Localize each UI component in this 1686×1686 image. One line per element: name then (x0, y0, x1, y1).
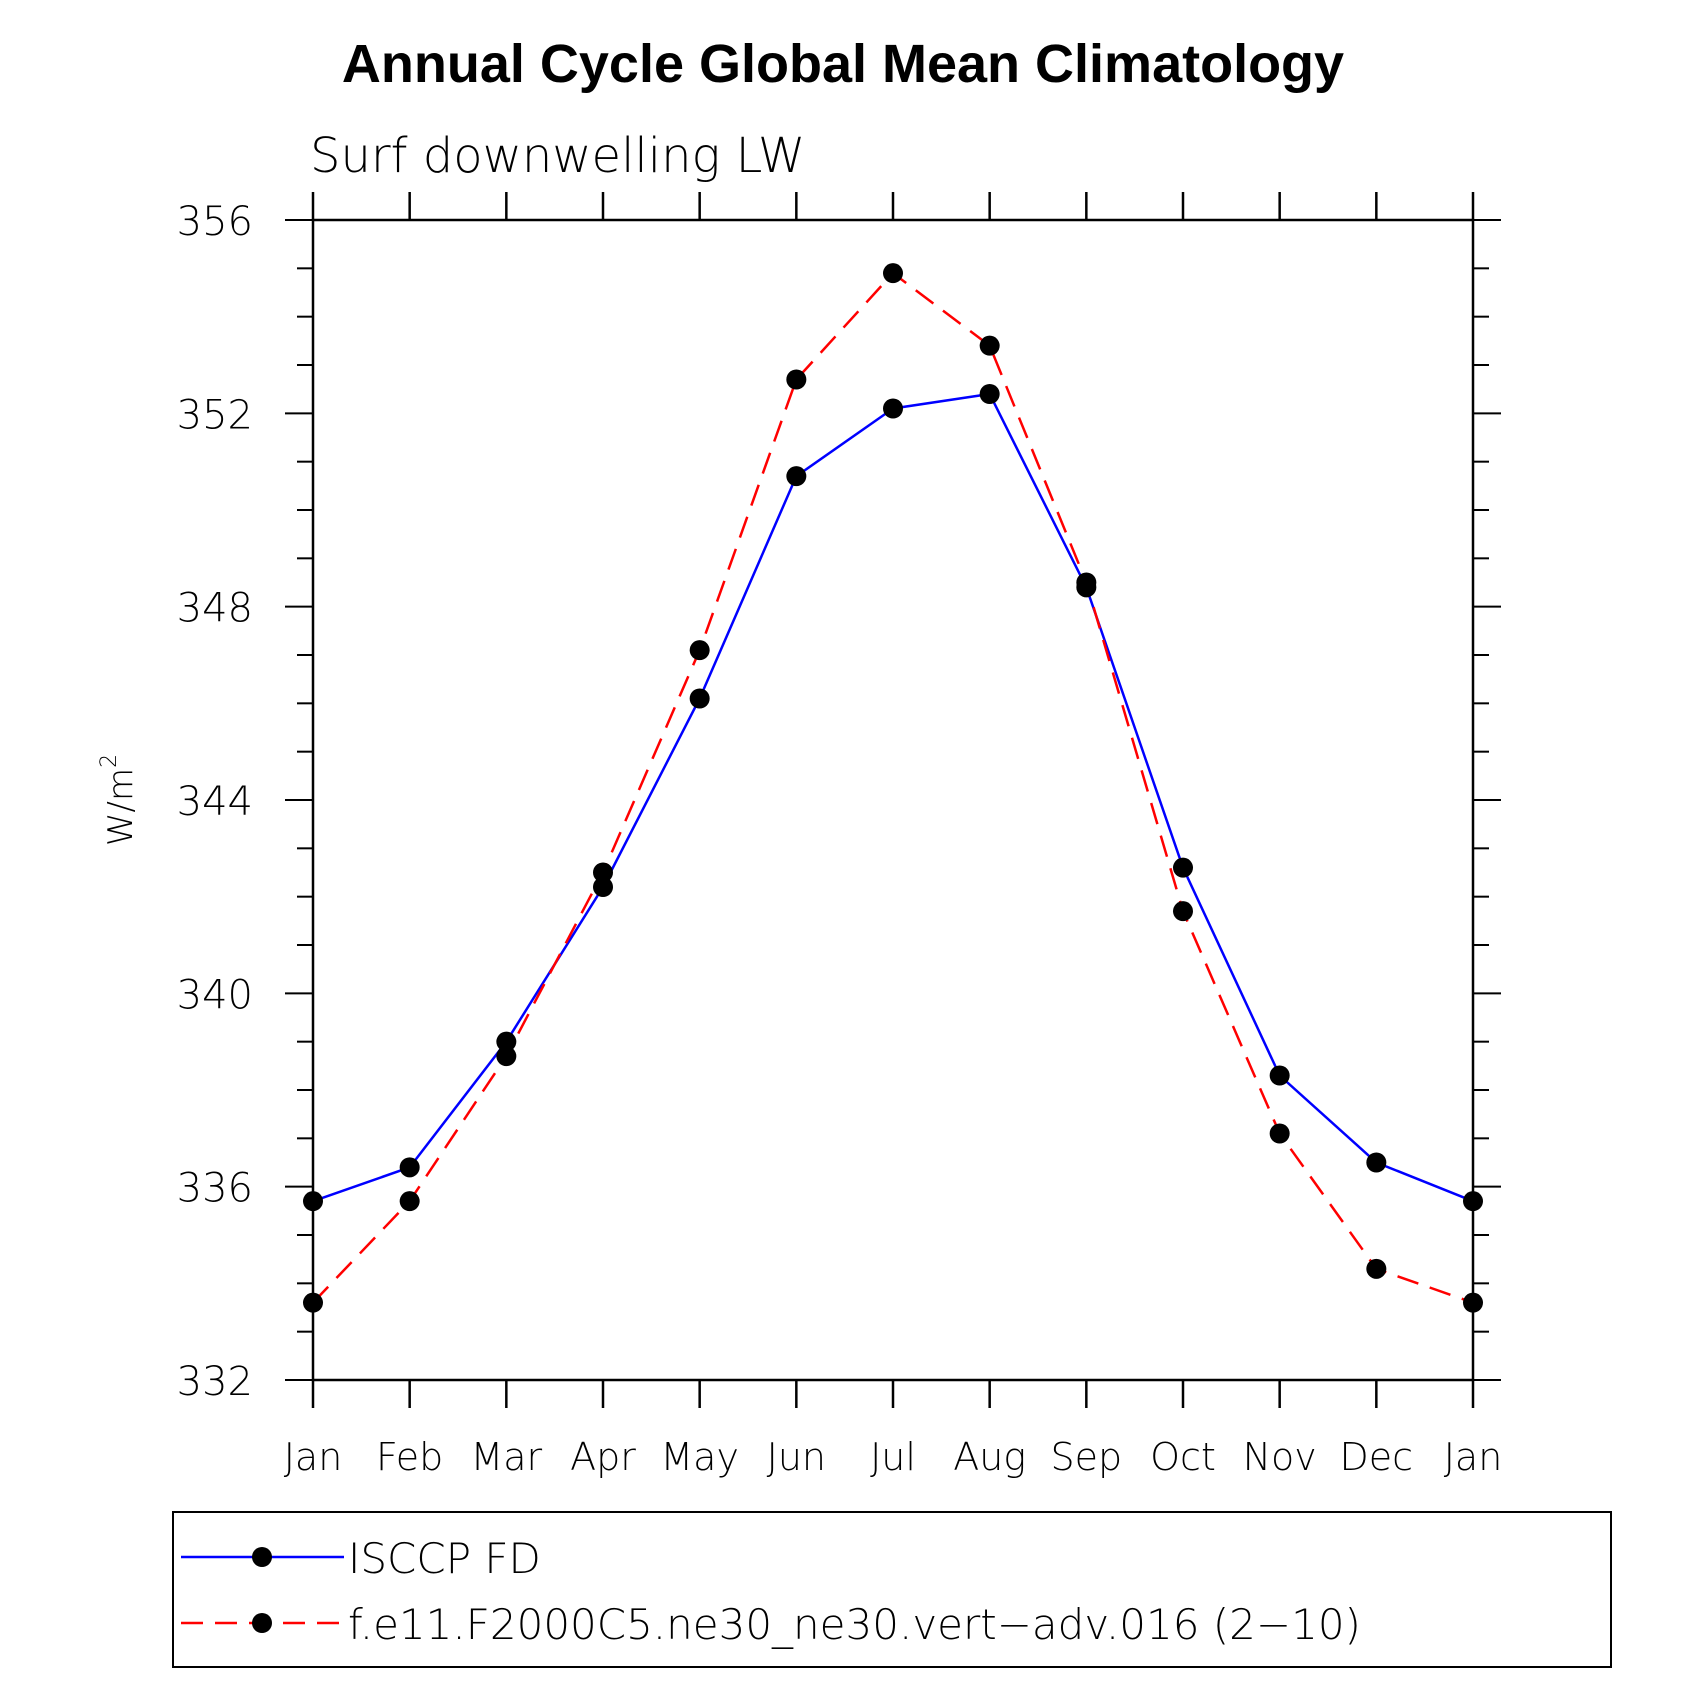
x-tick-label: May (660, 1435, 739, 1479)
y-tick-label: 336 (177, 1166, 253, 1212)
data-point-series-1 (496, 1046, 517, 1067)
chart-subtitle: Surf downwelling LW (310, 128, 805, 184)
series-lines (312, 271, 1474, 1304)
data-point-series-1 (593, 862, 613, 883)
chart-title: Annual Cycle Global Mean Climatology (342, 34, 1344, 94)
data-point-series-1 (1269, 1123, 1290, 1144)
data-point-series-1 (1366, 1258, 1387, 1279)
data-point-series-1 (883, 263, 903, 284)
svg-text:W/m2: W/m2 (97, 754, 141, 846)
series-line-0 (312, 392, 1474, 1203)
x-tick-label: Apr (570, 1435, 636, 1479)
y-tick-label: 344 (177, 779, 253, 825)
x-tick-label: Oct (1150, 1435, 1216, 1479)
data-point-series-0 (1173, 857, 1193, 878)
data-point-series-0 (399, 1157, 420, 1178)
y-axis-label-text: W/m (101, 768, 141, 846)
data-point-series-1 (1173, 901, 1193, 922)
data-point-series-0 (593, 877, 613, 897)
x-tick-label: Dec (1340, 1435, 1414, 1479)
x-tick-label: Mar (470, 1435, 542, 1479)
axes: Jan Feb Mar Apr May Jun Jul Aug Sep Oct Nov Dec Jan 3… (177, 192, 1503, 1479)
data-point-series-0 (883, 398, 903, 419)
legend: ISCCP FD f.e11.F2000C5.ne30_ne30.vert−adv… (172, 1511, 1612, 1668)
series-markers (303, 263, 1483, 1313)
y-axis-label-sup: 2 (97, 754, 122, 768)
data-point-series-0 (1463, 1191, 1483, 1212)
x-tick-label: Feb (376, 1435, 443, 1479)
data-point-series-0 (1366, 1152, 1387, 1173)
x-tick-label: Sep (1051, 1435, 1123, 1479)
data-point-series-0 (786, 466, 807, 487)
data-point-series-1 (689, 640, 710, 661)
legend-entries: ISCCP FD f.e11.F2000C5.ne30_ne30.vert−adv… (181, 1534, 1361, 1649)
plot-frame (311, 218, 1475, 1382)
data-point-series-1 (399, 1191, 420, 1212)
data-point-series-0 (303, 1191, 323, 1212)
x-tick-label: Jun (767, 1435, 826, 1479)
x-tick-label: Jan (1444, 1435, 1503, 1479)
legend-label-1: f.e11.F2000C5.ne30_ne30.vert−adv.016 (2−… (348, 1600, 1361, 1649)
x-tick-label: Jan (284, 1435, 343, 1479)
data-point-series-0 (496, 1031, 517, 1052)
data-point-series-1 (979, 335, 1000, 356)
legend-swatch-marker-0 (252, 1547, 272, 1567)
legend-swatch-marker-1 (252, 1613, 272, 1633)
data-point-series-1 (303, 1292, 323, 1313)
data-point-series-1 (1076, 572, 1097, 593)
x-tick-label: Nov (1243, 1435, 1317, 1479)
y-tick-label: 332 (177, 1359, 253, 1405)
data-point-series-1 (1463, 1292, 1483, 1313)
data-point-series-0 (1269, 1065, 1290, 1086)
y-tick-label: 352 (177, 392, 253, 438)
data-point-series-1 (786, 369, 807, 390)
x-tick-label: Jul (870, 1435, 916, 1479)
y-tick-label: 356 (177, 199, 253, 245)
y-tick-label: 348 (177, 586, 253, 632)
x-tick-label: Aug (953, 1435, 1026, 1479)
series-line-1 (312, 271, 1474, 1304)
data-point-series-0 (979, 384, 1000, 404)
data-point-series-0 (689, 688, 710, 709)
legend-box (172, 1511, 1612, 1668)
y-tick-label: 340 (177, 972, 253, 1018)
y-axis-label: W/m2 (97, 754, 141, 846)
legend-label-0: ISCCP FD (348, 1534, 541, 1583)
